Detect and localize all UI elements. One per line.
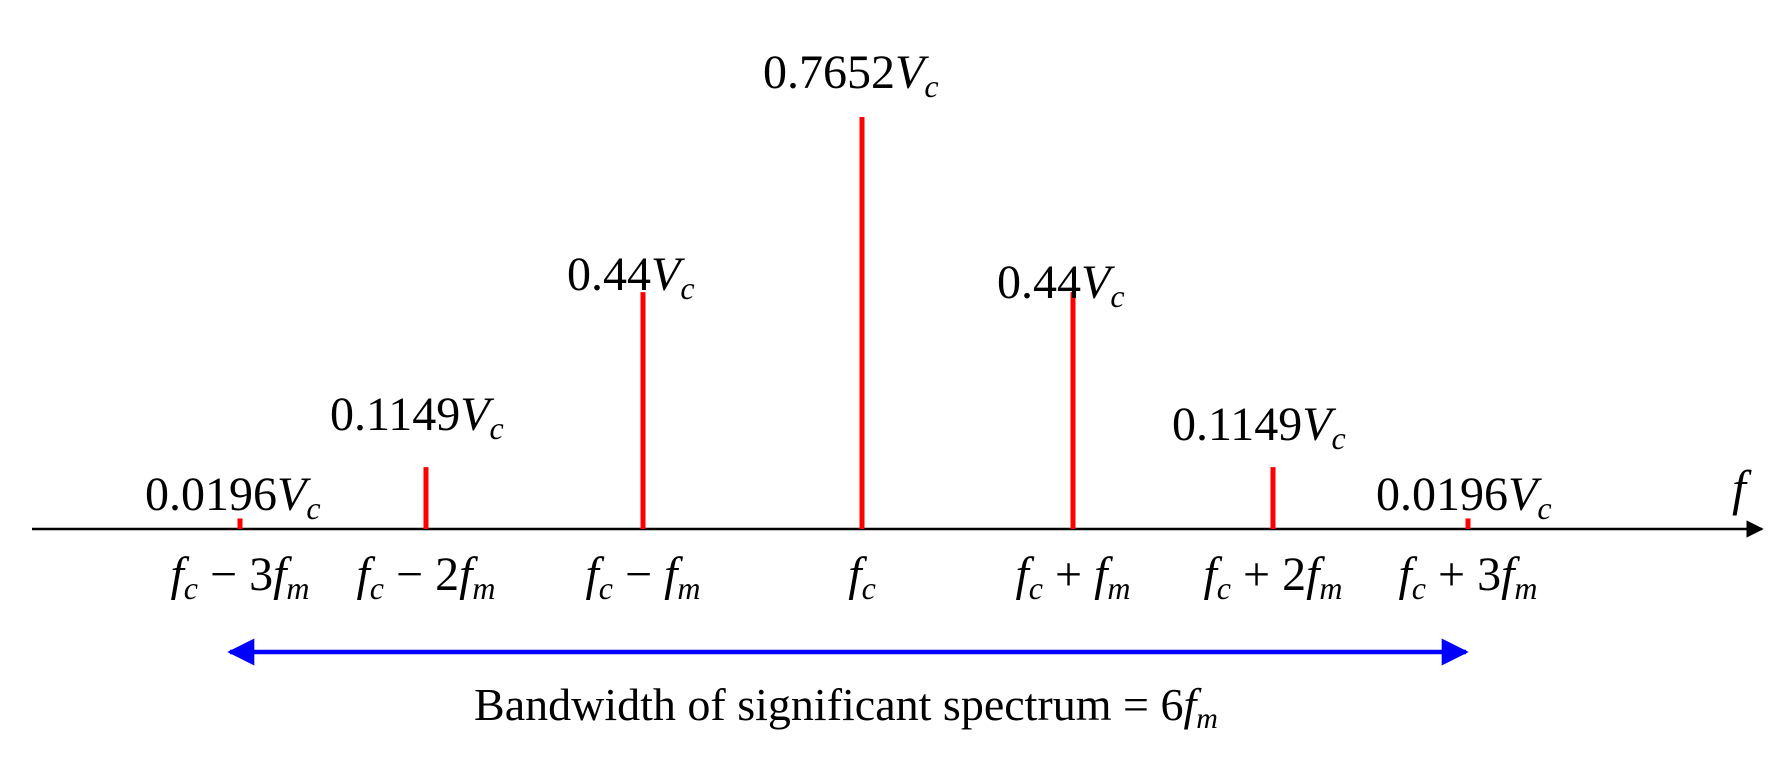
amplitude-label: 0.1149Vc [330, 388, 504, 446]
frequency-label: fc + 2fm [1203, 548, 1342, 606]
bandwidth-caption: Bandwidth of significant spectrum = 6fm [474, 679, 1218, 735]
amplitude-coef: 0.1149 [330, 388, 460, 441]
freq-multiplier: 3 [249, 548, 273, 601]
freq-operator: − [384, 548, 435, 601]
freq-mod-sub: m [1319, 570, 1342, 606]
amplitude-label: 0.0196Vc [1376, 468, 1552, 526]
frequency-labels: fc − 3fm fc − 2fm fc − fm fc fc + fm fc + 2fm… [170, 548, 1537, 606]
freq-base-sub: c [599, 570, 613, 606]
amplitude-label: 0.44Vc [997, 256, 1125, 314]
frequency-label: fc − fm [585, 548, 700, 606]
freq-multiplier: 2 [435, 548, 459, 601]
freq-base-sub: c [370, 570, 384, 606]
freq-base-sub: c [1217, 570, 1231, 606]
frequency-label: fc − 2fm [356, 548, 495, 606]
amplitude-symbol: V [1081, 256, 1115, 309]
freq-operator: + [1043, 548, 1094, 601]
freq-base-sub: c [184, 570, 198, 606]
amplitude-coef: 0.1149 [1172, 398, 1302, 451]
amplitude-symbol: V [1302, 398, 1336, 451]
freq-base-sub: c [1029, 570, 1043, 606]
frequency-label: fc [848, 548, 876, 606]
freq-mod-sub: m [286, 570, 309, 606]
axis-label: f [1732, 460, 1752, 516]
freq-operator: − [198, 548, 249, 601]
amplitude-sub: c [1332, 420, 1346, 456]
freq-multiplier: 3 [1477, 548, 1501, 601]
amplitude-label: 0.1149Vc [1172, 398, 1346, 456]
amplitude-coef: 0.44 [997, 256, 1081, 309]
amplitude-symbol: V [1508, 468, 1542, 521]
amplitude-symbol: V [277, 468, 311, 521]
freq-operator: + [1426, 548, 1477, 601]
freq-mod-sub: m [472, 570, 495, 606]
freq-operator: − [613, 548, 664, 601]
amplitude-coef: 0.44 [567, 248, 651, 301]
amplitude-symbol: V [460, 388, 494, 441]
freq-operator: + [1231, 548, 1282, 601]
spectral-lines [237, 117, 1471, 529]
amplitude-coef: 0.7652 [763, 46, 895, 99]
freq-multiplier: 2 [1282, 548, 1306, 601]
amplitude-sub: c [1537, 490, 1551, 526]
frequency-label: fc − 3fm [170, 548, 309, 606]
freq-base-sub: c [1412, 570, 1426, 606]
freq-mod-sub: m [1514, 570, 1537, 606]
amplitude-sub: c [924, 68, 938, 104]
amplitude-symbol: V [895, 46, 929, 99]
amplitude-coef: 0.0196 [1376, 468, 1508, 521]
amplitude-label: 0.44Vc [567, 248, 695, 306]
freq-mod-sub: m [677, 570, 700, 606]
amplitude-sub: c [680, 270, 694, 306]
amplitude-sub: c [306, 490, 320, 526]
bandwidth-caption-text: Bandwidth of significant spectrum = 6 [474, 679, 1183, 730]
amplitude-symbol: V [651, 248, 685, 301]
amplitude-sub: c [490, 410, 504, 446]
amplitude-coef: 0.0196 [145, 468, 277, 521]
amplitude-labels: 0.0196Vc0.1149Vc0.44Vc0.7652Vc0.44Vc0.11… [145, 46, 1552, 526]
freq-mod-sub: m [1107, 570, 1130, 606]
amplitude-sub: c [1110, 278, 1124, 314]
bandwidth-caption-sub: m [1196, 702, 1218, 735]
amplitude-label: 0.0196Vc [145, 468, 321, 526]
frequency-label: fc + 3fm [1398, 548, 1537, 606]
amplitude-label: 0.7652Vc [763, 46, 939, 104]
freq-base-sub: c [862, 570, 876, 606]
frequency-label: fc + fm [1015, 548, 1130, 606]
